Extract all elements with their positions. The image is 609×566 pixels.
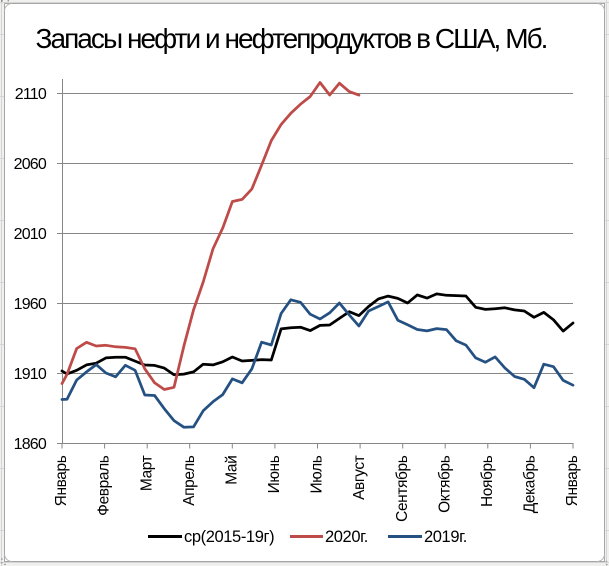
svg-text:1860: 1860 [14, 436, 47, 453]
svg-text:Запасы нефти и нефтепродуктов: Запасы нефти и нефтепродуктов в США, Мб. [35, 23, 546, 54]
svg-text:2060: 2060 [14, 156, 47, 173]
svg-text:2010: 2010 [14, 226, 47, 243]
svg-text:Январь: Январь [564, 455, 581, 506]
svg-text:1960: 1960 [14, 296, 47, 313]
svg-text:Август: Август [351, 455, 368, 500]
svg-text:2019г.: 2019г. [424, 528, 467, 546]
svg-text:Март: Март [138, 455, 155, 491]
svg-text:Июнь: Июнь [266, 455, 283, 493]
svg-text:Ноябрь: Ноябрь [479, 455, 496, 507]
svg-text:ср(2015-19г): ср(2015-19г) [184, 528, 274, 546]
svg-text:2110: 2110 [15, 86, 47, 103]
svg-text:Октябрь: Октябрь [436, 455, 453, 513]
svg-text:Июль: Июль [309, 455, 326, 493]
svg-text:Февраль: Февраль [96, 455, 113, 516]
svg-text:2020г.: 2020г. [325, 528, 368, 546]
svg-text:Сентябрь: Сентябрь [394, 455, 411, 522]
svg-text:Декабрь: Декабрь [522, 455, 539, 513]
svg-text:Май: Май [223, 456, 240, 485]
svg-text:Январь: Январь [53, 455, 70, 506]
svg-text:1910: 1910 [14, 366, 47, 383]
svg-text:Апрель: Апрель [181, 455, 198, 506]
